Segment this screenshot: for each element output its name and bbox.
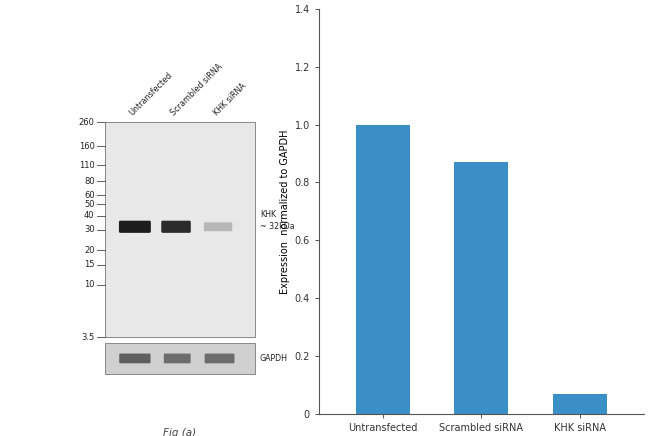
Text: KHK siRNA: KHK siRNA [212,82,248,117]
Bar [454,162,508,414]
Text: Scrambled siRNA: Scrambled siRNA [170,62,225,117]
FancyBboxPatch shape [204,222,232,231]
Text: Fig (a): Fig (a) [163,429,196,436]
Text: 80: 80 [84,177,94,186]
FancyBboxPatch shape [161,221,191,233]
Text: Untransfected: Untransfected [127,71,174,117]
Bar [552,394,606,414]
Text: 110: 110 [79,161,94,170]
Bar [105,343,255,374]
FancyBboxPatch shape [205,354,235,363]
Text: KHK
~ 32kDa: KHK ~ 32kDa [260,210,294,231]
Text: 20: 20 [84,246,94,255]
Text: GAPDH: GAPDH [260,354,288,363]
FancyBboxPatch shape [119,221,151,233]
Text: 30: 30 [84,225,94,235]
FancyBboxPatch shape [119,354,151,363]
Text: 15: 15 [84,260,94,269]
FancyBboxPatch shape [164,354,190,363]
Text: 160: 160 [79,142,94,151]
Y-axis label: Expression  normalized to GAPDH: Expression normalized to GAPDH [280,129,291,294]
Text: 60: 60 [84,191,94,200]
Text: 40: 40 [84,211,94,220]
Text: 50: 50 [84,200,94,209]
Bar [105,122,255,337]
Text: 10: 10 [84,280,94,290]
Text: 3.5: 3.5 [81,333,94,342]
Bar [356,125,410,414]
Text: 260: 260 [79,118,94,127]
